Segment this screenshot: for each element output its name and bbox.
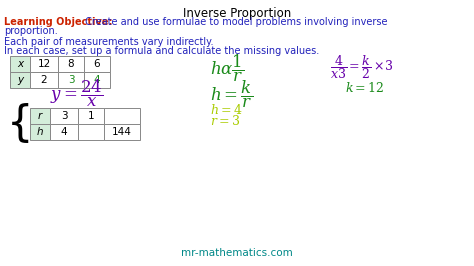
Bar [50, 108, 78, 124]
Text: h: h [36, 127, 43, 137]
Text: Learning Objective:: Learning Objective: [4, 17, 112, 27]
Bar [30, 108, 50, 124]
Bar [84, 56, 110, 72]
Text: r: r [38, 111, 42, 121]
Bar [78, 124, 104, 140]
Bar [30, 56, 58, 72]
Text: Create and use formulae to model problems involving inverse: Create and use formulae to model problem… [82, 17, 388, 27]
Text: 2: 2 [41, 75, 47, 85]
Text: In each case, set up a formula and calculate the missing values.: In each case, set up a formula and calcu… [4, 46, 319, 56]
Text: $h=4$: $h=4$ [210, 103, 243, 117]
Text: $r=3$: $r=3$ [210, 114, 240, 128]
Text: 8: 8 [68, 59, 74, 69]
Bar [84, 72, 110, 88]
Text: 4: 4 [94, 75, 100, 85]
Text: {: { [7, 103, 33, 145]
Bar [58, 72, 84, 88]
Text: mr-mathematics.com: mr-mathematics.com [181, 248, 293, 258]
Bar [50, 124, 78, 140]
Bar [58, 56, 84, 72]
Text: $y = \dfrac{24}{x}$: $y = \dfrac{24}{x}$ [50, 78, 103, 109]
Text: proportion.: proportion. [4, 26, 58, 36]
Bar [30, 72, 58, 88]
Text: 4: 4 [61, 127, 67, 137]
Bar [30, 124, 50, 140]
Bar [10, 56, 30, 72]
Text: 12: 12 [37, 59, 51, 69]
Text: $k = 12$: $k = 12$ [345, 81, 384, 95]
Text: 6: 6 [94, 59, 100, 69]
Text: $h = \dfrac{k}{r}$: $h = \dfrac{k}{r}$ [210, 79, 253, 110]
Text: 3: 3 [68, 75, 74, 85]
Bar [10, 72, 30, 88]
Text: Inverse Proportion: Inverse Proportion [183, 7, 291, 20]
Text: $\dfrac{4}{x3} = \dfrac{k}{2} \times\!3$: $\dfrac{4}{x3} = \dfrac{k}{2} \times\!3$ [330, 53, 393, 81]
Text: 144: 144 [112, 127, 132, 137]
Text: 1: 1 [88, 111, 94, 121]
Text: 3: 3 [61, 111, 67, 121]
Bar [104, 124, 140, 140]
Text: Each pair of measurements vary indirectly.: Each pair of measurements vary indirectl… [4, 37, 213, 47]
Bar [78, 108, 104, 124]
Text: x: x [17, 59, 23, 69]
Text: $h\alpha \dfrac{1}{r}$: $h\alpha \dfrac{1}{r}$ [210, 53, 245, 84]
Text: y: y [17, 75, 23, 85]
Bar [104, 108, 140, 124]
